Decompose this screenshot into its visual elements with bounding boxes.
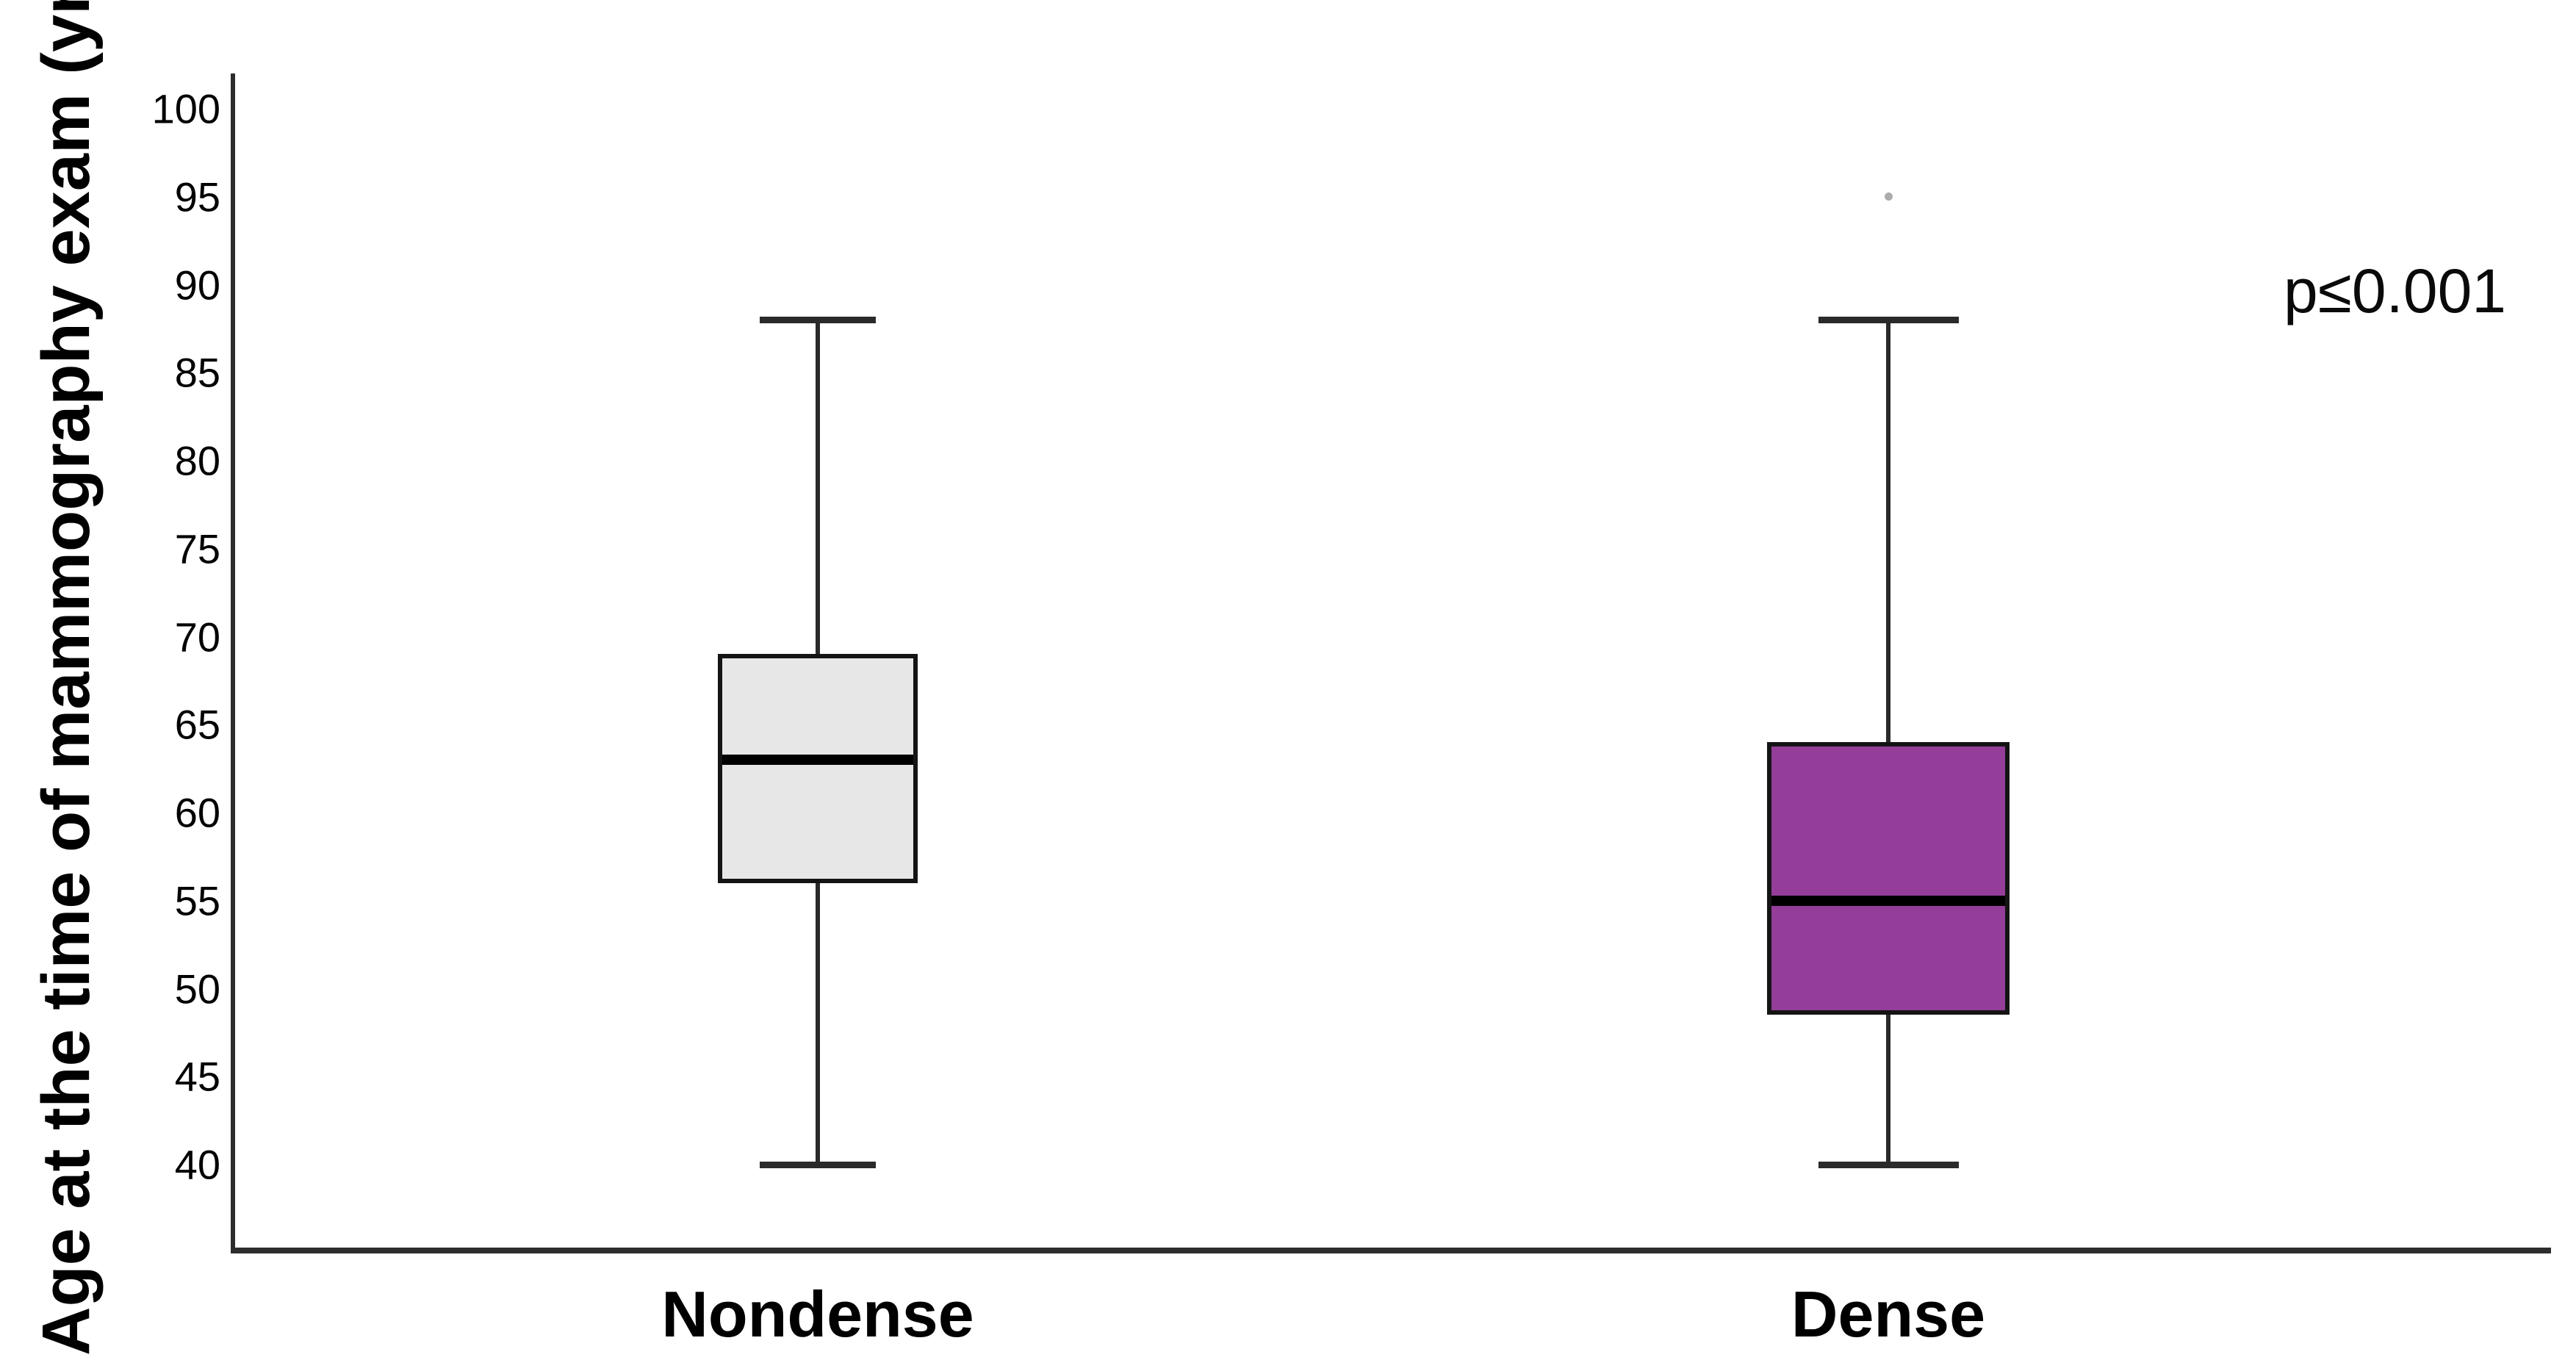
whisker-cap-top (1818, 316, 1959, 323)
whisker-cap-bottom (760, 1161, 876, 1168)
whisker-cap-bottom (1818, 1161, 1959, 1168)
y-tick-label: 80 (174, 437, 220, 484)
category-label-nondense: Nondense (661, 1278, 974, 1350)
y-tick-label: 50 (174, 965, 220, 1012)
box-nondense (718, 654, 918, 883)
box-dense (1767, 742, 2010, 1015)
outlier-dot (1884, 193, 1893, 201)
y-tick-label: 45 (174, 1053, 220, 1100)
y-tick-label: 100 (151, 85, 220, 132)
y-tick-label: 75 (174, 525, 220, 572)
median-line (722, 755, 913, 766)
x-axis-line (231, 1248, 2551, 1253)
y-tick-label: 65 (174, 701, 220, 748)
y-axis-line (231, 73, 235, 1251)
y-tick-label: 95 (174, 173, 220, 220)
category-label-dense: Dense (1791, 1278, 1986, 1350)
y-tick-label: 55 (174, 877, 220, 924)
y-tick-label: 60 (174, 789, 220, 836)
y-tick-label: 90 (174, 262, 220, 308)
y-tick-label: 85 (174, 349, 220, 396)
median-line (1771, 895, 2005, 906)
y-tick-label: 40 (174, 1141, 220, 1188)
y-tick-label: 70 (174, 614, 220, 660)
p-value-annotation: p≤0.001 (2284, 256, 2507, 325)
whisker-cap-top (760, 316, 876, 323)
